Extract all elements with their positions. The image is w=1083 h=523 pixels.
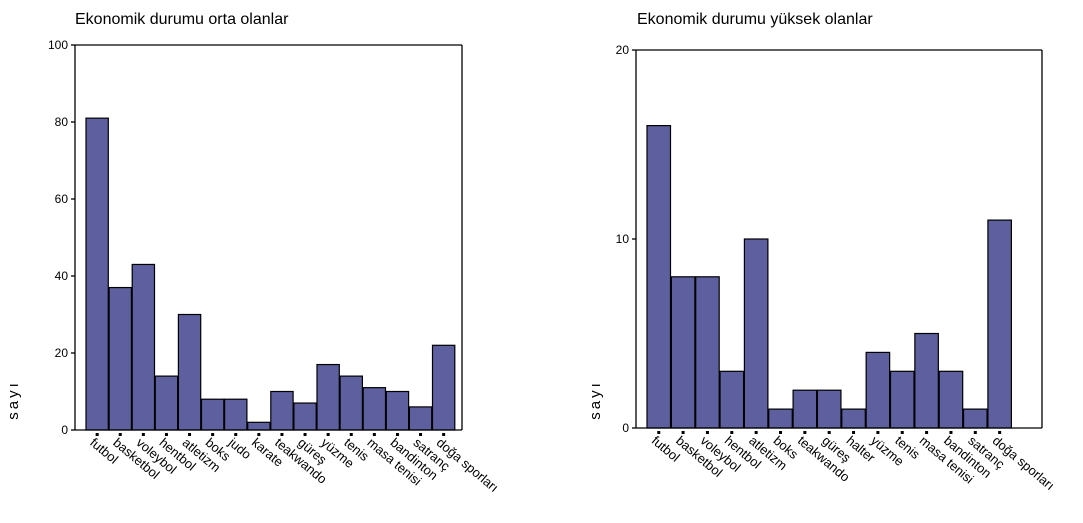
x-tick [852, 431, 856, 434]
bar [743, 238, 769, 429]
y-tick-label: 0 [622, 421, 629, 435]
x-tick [998, 431, 1002, 434]
x-tick [372, 433, 376, 436]
y-tick-label: 0 [61, 423, 68, 437]
x-tick [900, 431, 904, 434]
bar [385, 390, 410, 431]
x-tick [925, 431, 929, 434]
x-tick [681, 431, 685, 434]
x-tick [395, 433, 399, 436]
bar [841, 408, 866, 429]
bar [914, 332, 939, 429]
bar [154, 375, 179, 431]
y-tick-label: 20 [55, 346, 69, 360]
x-tick [280, 433, 284, 436]
bar [247, 421, 271, 431]
bar [270, 390, 294, 431]
bar [768, 408, 793, 429]
bar [316, 363, 340, 431]
x-tick [326, 433, 330, 436]
x-tick [973, 431, 977, 434]
bar [200, 398, 225, 431]
chart-orta: Ekonomik durumu orta olanlar sayı 0 20 40 6… [5, 11, 501, 495]
bar [889, 370, 915, 429]
x-tick-label: judo [225, 434, 254, 462]
x-tick [188, 433, 192, 436]
bar [792, 389, 818, 429]
bar [408, 406, 433, 431]
x-tick [779, 431, 782, 434]
x-tick [827, 431, 831, 434]
x-tick [118, 433, 122, 436]
bar [85, 117, 109, 431]
y-tick-label: 10 [616, 232, 630, 246]
x-tick [730, 431, 734, 434]
x-tick [164, 433, 168, 436]
y-tick-label: 80 [55, 115, 69, 129]
x-tick [442, 433, 446, 436]
y-axis-label: sayı [587, 380, 604, 420]
y-tick-label: 20 [616, 43, 630, 57]
chart-yuksek: Ekonomik durumu yüksek olanlar sayı 0 10 2… [587, 11, 1057, 493]
bar [816, 389, 842, 429]
x-tick [657, 431, 661, 434]
bar [431, 344, 456, 431]
bar [131, 263, 156, 431]
x-tick [705, 431, 709, 434]
x-tick [419, 433, 423, 436]
y-tick-label: 60 [55, 192, 69, 206]
y-tick-label: 100 [48, 38, 68, 52]
x-tick [303, 433, 307, 436]
x-tick [754, 431, 758, 434]
x-tick [949, 431, 953, 434]
y-axis-label: sayı [5, 380, 22, 420]
bar [865, 351, 891, 429]
x-tick [95, 433, 99, 436]
x-tick [211, 433, 215, 436]
chart-title: Ekonomik durumu orta olanlar [75, 11, 289, 28]
bar [962, 408, 988, 429]
x-tick [876, 431, 880, 434]
bar [339, 375, 364, 431]
x-tick [141, 433, 145, 436]
bar [987, 219, 1013, 429]
bar [646, 124, 672, 429]
bar [224, 398, 248, 431]
bar [177, 313, 202, 431]
bar [695, 276, 720, 429]
x-tick [349, 433, 353, 436]
bar [362, 387, 387, 431]
x-tick [234, 433, 238, 436]
x-tick [803, 431, 807, 434]
y-tick-label: 40 [55, 269, 69, 283]
bar [938, 370, 964, 429]
bar [293, 402, 317, 431]
chart-title: Ekonomik durumu yüksek olanlar [637, 11, 873, 28]
x-tick [257, 433, 261, 436]
bar [719, 370, 745, 429]
bar [670, 276, 696, 429]
bar [108, 286, 132, 431]
